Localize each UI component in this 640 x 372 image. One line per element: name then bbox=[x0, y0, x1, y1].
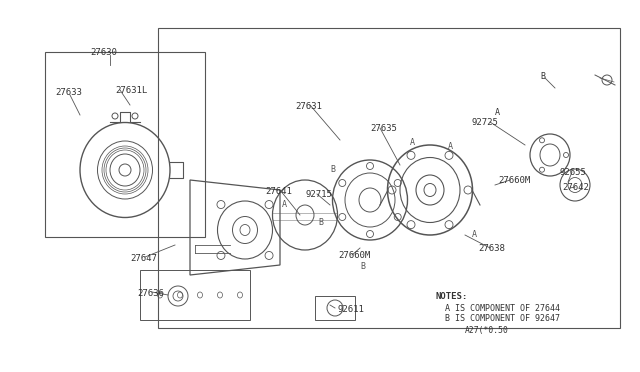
Text: 92655: 92655 bbox=[560, 168, 587, 177]
Text: 27631: 27631 bbox=[295, 102, 322, 111]
Text: 27633: 27633 bbox=[55, 88, 82, 97]
Text: 27647: 27647 bbox=[130, 254, 157, 263]
Text: 27638: 27638 bbox=[478, 244, 505, 253]
Text: 27660M: 27660M bbox=[498, 176, 531, 185]
Text: A: A bbox=[472, 230, 477, 239]
Text: B: B bbox=[540, 72, 545, 81]
Text: 27636: 27636 bbox=[137, 289, 164, 298]
Text: 27630: 27630 bbox=[90, 48, 117, 57]
Text: B: B bbox=[330, 165, 335, 174]
Text: B: B bbox=[318, 218, 323, 227]
Text: 27631L: 27631L bbox=[115, 86, 147, 95]
Text: NOTES:: NOTES: bbox=[435, 292, 467, 301]
Text: A IS COMPONENT OF 27644: A IS COMPONENT OF 27644 bbox=[445, 304, 560, 313]
Bar bbox=[140, 270, 250, 320]
Text: B IS COMPONENT OF 92647: B IS COMPONENT OF 92647 bbox=[445, 314, 560, 323]
Bar bbox=[315, 296, 355, 320]
Text: A: A bbox=[448, 142, 453, 151]
Text: 27641: 27641 bbox=[265, 187, 292, 196]
Text: 92715: 92715 bbox=[305, 190, 332, 199]
Text: 27660M: 27660M bbox=[338, 251, 371, 260]
Text: A27(*0.50: A27(*0.50 bbox=[465, 326, 509, 335]
Text: 27642: 27642 bbox=[562, 183, 589, 192]
Text: 92611: 92611 bbox=[338, 305, 365, 314]
Text: 27635: 27635 bbox=[370, 124, 397, 133]
Text: A: A bbox=[495, 108, 500, 117]
Bar bbox=[45, 52, 205, 237]
Text: 92725: 92725 bbox=[472, 118, 499, 127]
Text: B: B bbox=[360, 262, 365, 271]
Text: A: A bbox=[410, 138, 415, 147]
Text: A: A bbox=[282, 200, 287, 209]
